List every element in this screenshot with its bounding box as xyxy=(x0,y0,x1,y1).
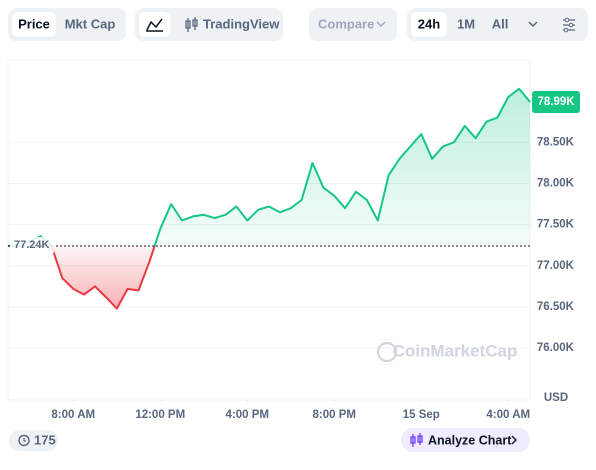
y-tick-label: 78.50K xyxy=(537,136,575,148)
y-tick-label: 76.00K xyxy=(537,342,575,354)
y-tick-label: 78.00K xyxy=(537,178,575,190)
candle-icon xyxy=(185,17,198,32)
tab-active[interactable] xyxy=(12,12,56,37)
overlay: 77.24K 78.99K xyxy=(8,90,580,254)
range-active[interactable] xyxy=(411,12,447,37)
x-tick-label: 4:00 AM xyxy=(486,409,530,421)
range-1m[interactable]: 1M xyxy=(457,16,475,31)
range-all[interactable]: All xyxy=(492,16,509,31)
x-tick-label: 8:00 PM xyxy=(313,409,356,421)
tradingview-button[interactable]: TradingView xyxy=(203,16,280,31)
y-tick-label: 77.50K xyxy=(537,219,575,231)
range-chevron[interactable] xyxy=(528,21,538,28)
x-tick-label: 15 Sep xyxy=(403,409,440,421)
clock-icon xyxy=(18,434,30,447)
range-group xyxy=(407,8,588,41)
chevron xyxy=(376,21,386,28)
current-price-label: 78.99K xyxy=(537,96,575,108)
y-tick-label: 77.00K xyxy=(537,260,575,272)
current-price-badge xyxy=(532,90,580,113)
analyze-label[interactable]: Analyze Chart xyxy=(428,433,512,447)
price-area xyxy=(8,88,530,309)
compare-button[interactable] xyxy=(309,8,397,41)
analyze-icon xyxy=(410,433,423,447)
comments-count[interactable]: 175 xyxy=(34,432,56,447)
view-group xyxy=(135,8,283,41)
watermark-logo xyxy=(376,341,398,363)
settings-knob xyxy=(568,22,574,28)
baseline-label: 77.24K xyxy=(14,239,50,251)
tab-mktcap[interactable]: Mkt Cap xyxy=(65,16,116,31)
comments-pill[interactable] xyxy=(9,430,58,451)
watermark: CoinMarketCap xyxy=(393,341,518,360)
analyze-button[interactable] xyxy=(401,428,530,452)
tab-price[interactable]: Price xyxy=(18,16,50,31)
baseline-badge xyxy=(10,237,54,254)
x-tick-label: 12:00 PM xyxy=(135,409,185,421)
x-tick-label: 4:00 PM xyxy=(226,409,269,421)
currency-label: USD xyxy=(544,392,568,404)
price-line xyxy=(7,87,531,310)
grid: 76.00K 76.50K 77.00K 77.50K 78.00K 78.50K 8:00… xyxy=(8,136,575,421)
y-tick-label: 76.50K xyxy=(537,301,575,313)
x-tick-label: 8:00 AM xyxy=(51,409,95,421)
compare-label[interactable]: Compare xyxy=(318,16,374,31)
plot xyxy=(7,87,531,310)
analyze-chevron xyxy=(511,435,517,445)
settings-knob xyxy=(564,17,570,23)
range-24h[interactable]: 24h xyxy=(418,16,440,31)
clock-hand xyxy=(23,438,26,442)
line-icon xyxy=(146,18,163,32)
settings-knob xyxy=(563,27,569,33)
